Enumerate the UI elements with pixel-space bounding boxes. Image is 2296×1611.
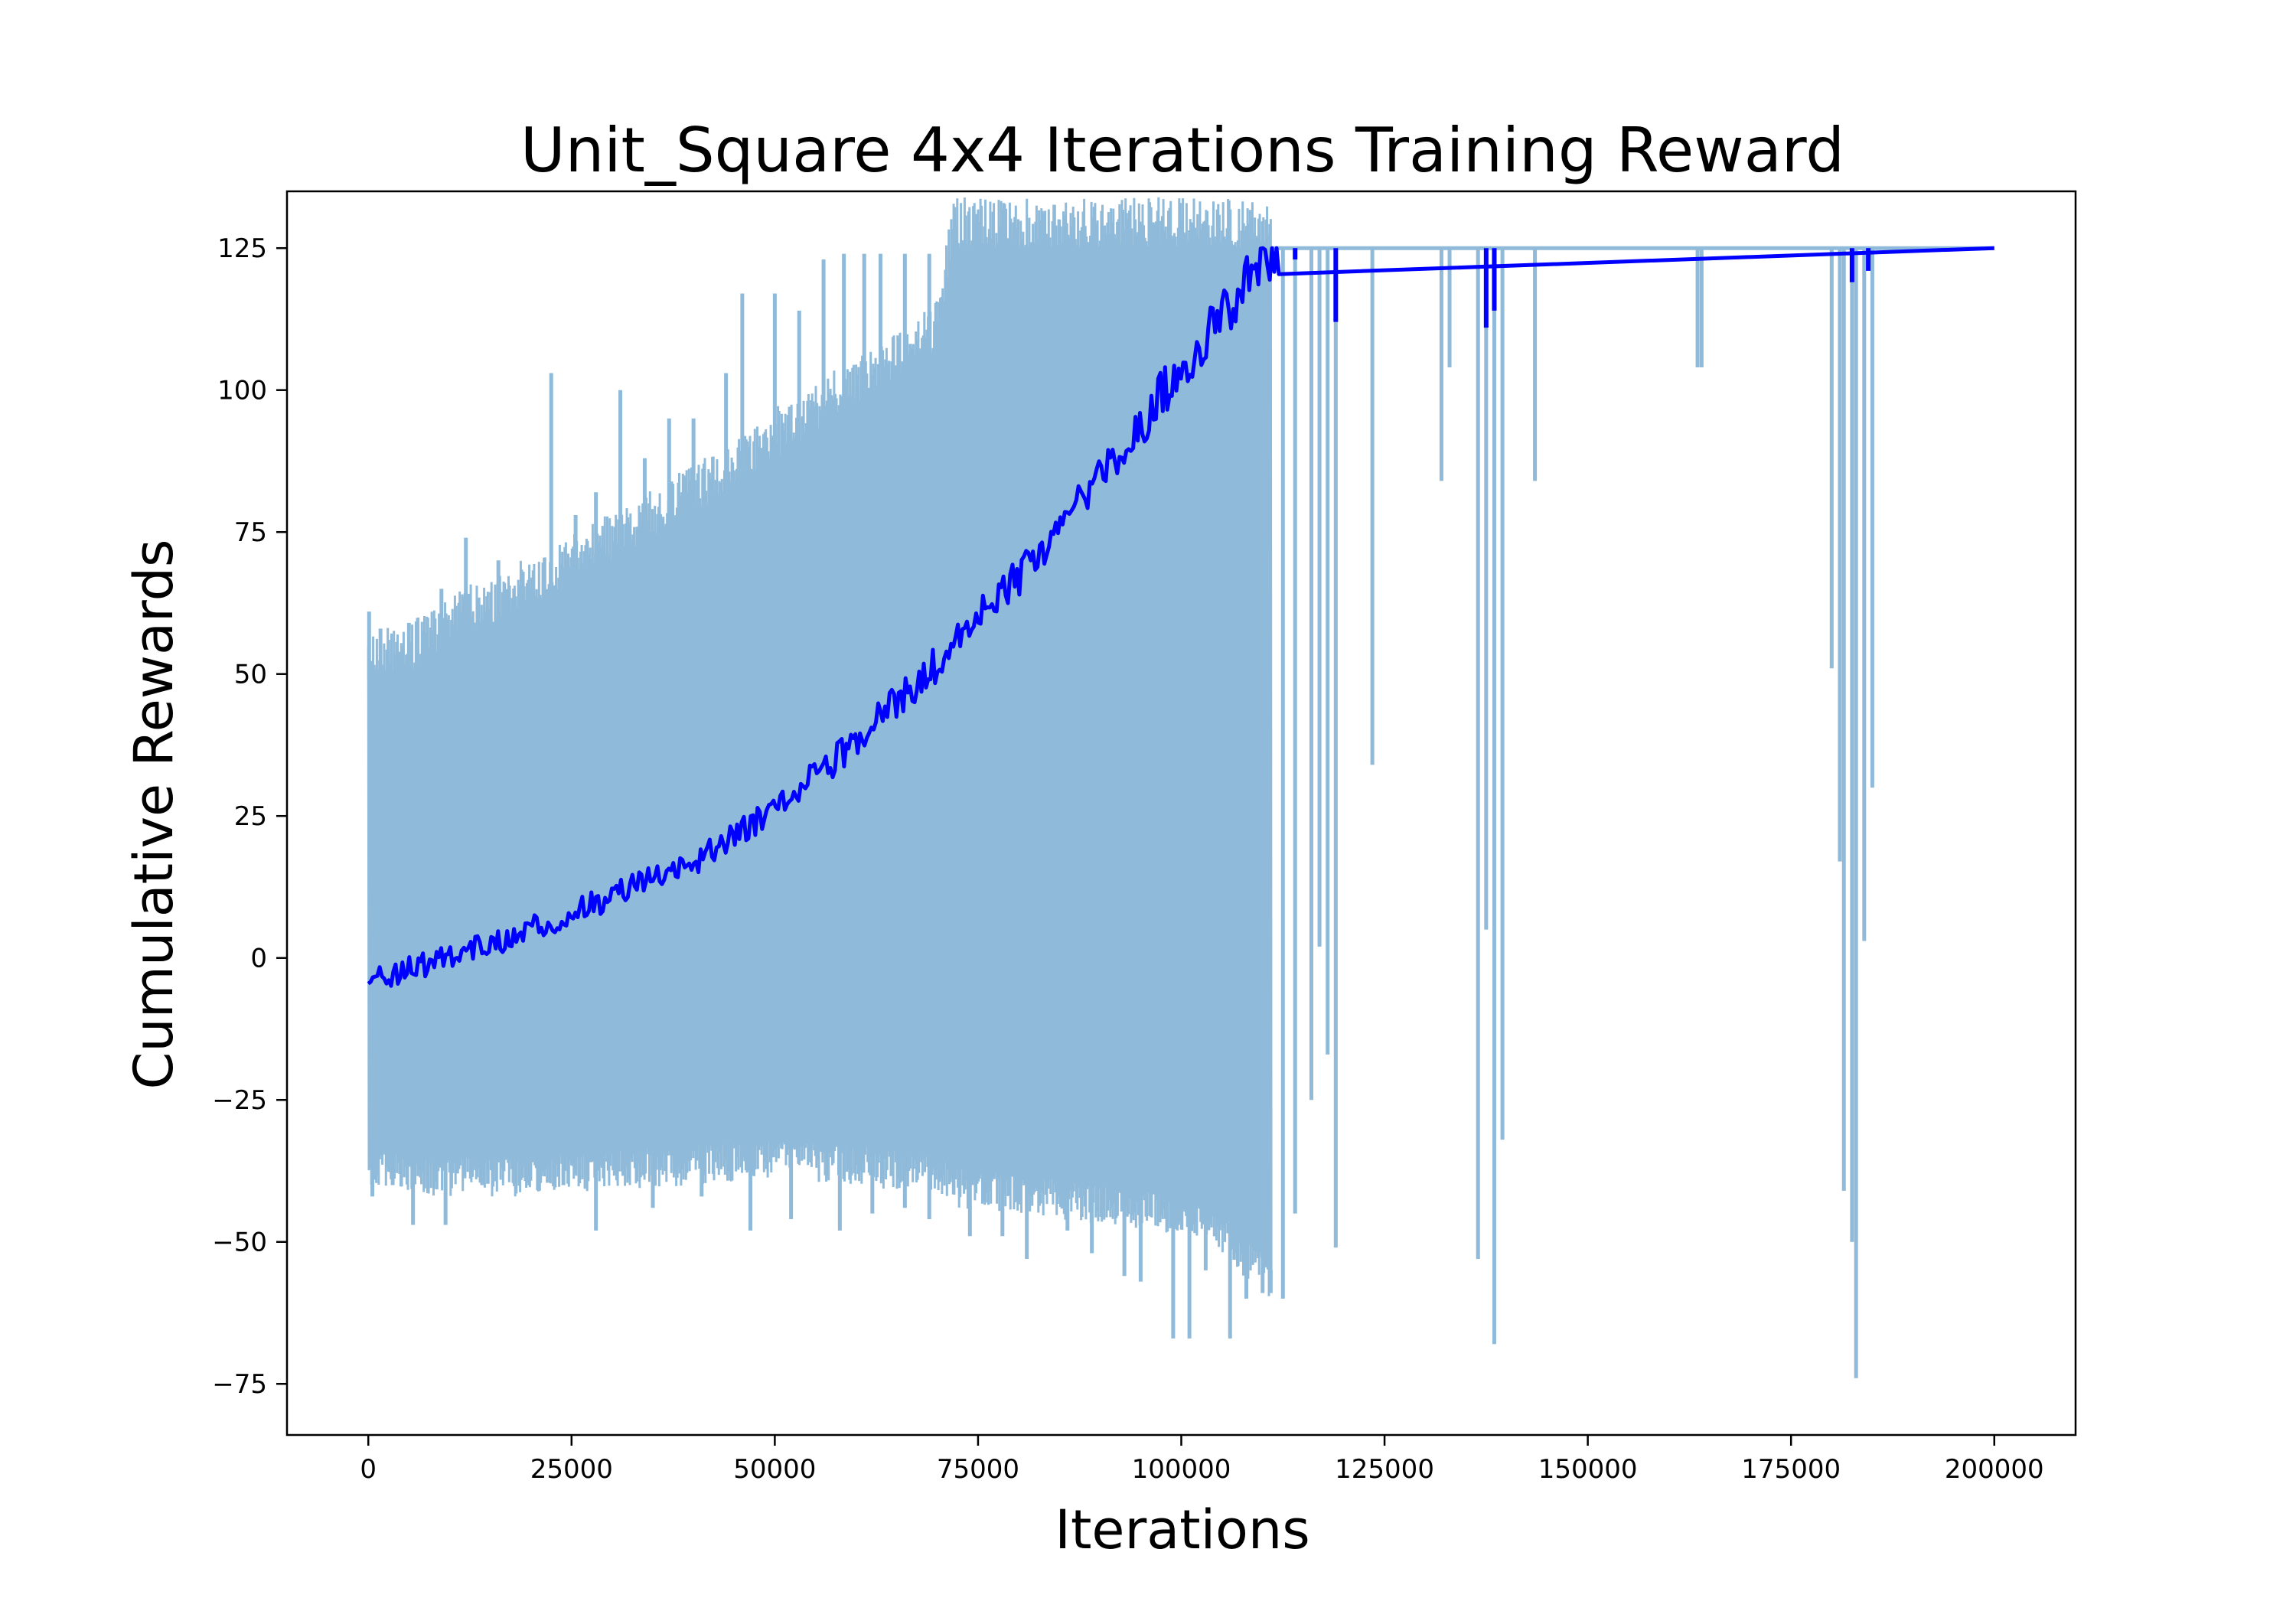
y-tick-label: −50 [212, 1228, 267, 1258]
y-tick-label: −25 [212, 1085, 267, 1116]
raw-reward-series [367, 197, 1994, 1378]
x-tick-label: 125000 [1335, 1454, 1434, 1485]
plot-area [367, 197, 1994, 1378]
raw-reward-texture [367, 197, 1273, 1296]
x-tick-label: 175000 [1741, 1454, 1841, 1485]
x-tick-label: 75000 [937, 1454, 1019, 1485]
y-tick-label: 50 [234, 660, 267, 690]
y-tick-label: 125 [217, 233, 267, 264]
x-tick-label: 100000 [1132, 1454, 1231, 1485]
axes: 0 25000 50000 75000 100000 125000 150000 175000… [212, 190, 2077, 1485]
x-tick-label: 50000 [733, 1454, 816, 1485]
x-tick-label: 25000 [530, 1454, 613, 1485]
x-axis-label: Iterations [1055, 1498, 1309, 1561]
y-tick-label: −75 [212, 1369, 267, 1400]
mean-reward-line [367, 246, 1994, 988]
x-tick-label: 150000 [1538, 1454, 1638, 1485]
x-tick-label: 0 [360, 1454, 377, 1485]
mean-reward-series [367, 246, 1994, 988]
y-tick-label: 100 [217, 376, 267, 406]
chart-title: Unit_Square 4x4 Iterations Training Rewa… [520, 115, 1844, 186]
plot-content [367, 197, 1994, 1378]
y-axis-label: Cumulative Rewards [122, 540, 185, 1090]
y-tick-label: 25 [234, 801, 267, 832]
y-tick-label: 0 [250, 944, 267, 974]
y-tick-label: 75 [234, 517, 267, 548]
x-tick-label: 200000 [1945, 1454, 2044, 1485]
